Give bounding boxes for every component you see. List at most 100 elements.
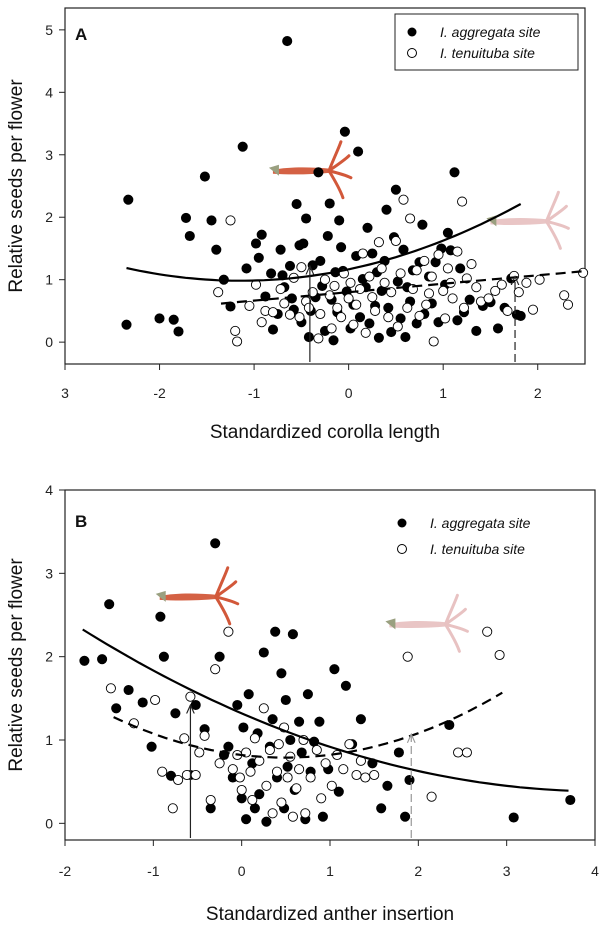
data-point-aggregata bbox=[111, 703, 122, 714]
data-point-tenuituba bbox=[513, 287, 524, 298]
flower-tube bbox=[159, 593, 218, 601]
data-point-aggregata bbox=[417, 219, 428, 230]
orange-red-tubular-flower-icon bbox=[155, 566, 240, 626]
data-point-tenuituba bbox=[351, 769, 362, 781]
data-point-tenuituba bbox=[234, 772, 245, 783]
data-point-aggregata bbox=[190, 699, 201, 711]
flower-lobes bbox=[544, 190, 570, 250]
data-point-tenuituba bbox=[213, 287, 224, 298]
data-point-tenuituba bbox=[223, 626, 234, 637]
y-axis-title-b: Relative seeds per flower bbox=[6, 558, 27, 772]
data-point-tenuituba bbox=[453, 747, 464, 758]
data-point-tenuituba bbox=[471, 282, 482, 293]
data-point-aggregata bbox=[315, 255, 326, 266]
legend-marker-open bbox=[397, 544, 407, 554]
data-point-tenuituba bbox=[457, 196, 468, 207]
x-tick-label: -2 bbox=[59, 863, 72, 879]
data-point-aggregata bbox=[173, 326, 184, 337]
flower-tube bbox=[389, 620, 448, 628]
data-point-aggregata bbox=[298, 238, 309, 249]
data-point-tenuituba bbox=[405, 213, 416, 224]
data-point-tenuituba bbox=[316, 793, 327, 804]
data-point-tenuituba bbox=[402, 651, 413, 662]
data-point-aggregata bbox=[232, 699, 243, 711]
data-point-tenuituba bbox=[338, 764, 349, 775]
data-point-aggregata bbox=[400, 811, 411, 822]
data-point-aggregata bbox=[137, 697, 148, 708]
data-point-tenuituba bbox=[313, 333, 324, 344]
legend-marker-open bbox=[407, 48, 417, 58]
data-point-tenuituba bbox=[373, 237, 384, 248]
data-point-aggregata bbox=[336, 242, 347, 253]
data-point-tenuituba bbox=[167, 803, 178, 814]
panel-label-a: A bbox=[75, 25, 87, 44]
data-point-aggregata bbox=[205, 803, 216, 814]
data-point-aggregata bbox=[223, 741, 234, 752]
data-point-tenuituba bbox=[490, 285, 501, 296]
data-point-tenuituba bbox=[273, 739, 284, 750]
data-point-tenuituba bbox=[324, 290, 335, 301]
data-point-tenuituba bbox=[447, 293, 458, 304]
data-point-aggregata bbox=[250, 238, 262, 249]
legend-label-tenuituba: I. tenuituba site bbox=[440, 45, 535, 61]
data-point-aggregata bbox=[282, 761, 293, 772]
data-point-tenuituba bbox=[247, 794, 258, 806]
data-point-tenuituba bbox=[414, 310, 425, 321]
data-point-aggregata bbox=[237, 141, 248, 152]
data-point-tenuituba bbox=[205, 794, 216, 806]
data-point-aggregata bbox=[206, 215, 217, 226]
y-axis-title-a: Relative seeds per flower bbox=[6, 79, 27, 293]
data-point-tenuituba bbox=[291, 783, 302, 794]
data-point-aggregata bbox=[121, 319, 132, 330]
data-point-aggregata bbox=[373, 332, 384, 343]
data-point-tenuituba bbox=[390, 235, 401, 247]
data-point-aggregata bbox=[199, 171, 210, 182]
data-point-tenuituba bbox=[267, 307, 279, 318]
legend-marker-filled bbox=[397, 518, 407, 528]
data-point-aggregata bbox=[210, 538, 221, 549]
optimum-arrows-b bbox=[190, 705, 411, 838]
data-point-tenuituba bbox=[287, 811, 298, 822]
data-point-tenuituba bbox=[357, 248, 368, 259]
scatter-points-a bbox=[121, 36, 589, 347]
data-point-aggregata bbox=[238, 722, 249, 733]
x-tick-label: 1 bbox=[326, 863, 334, 879]
x-tick-label: 2 bbox=[414, 863, 422, 879]
data-point-aggregata bbox=[382, 780, 393, 791]
data-point-tenuituba bbox=[179, 733, 190, 744]
fit-curves-b bbox=[82, 628, 569, 792]
data-point-tenuituba bbox=[496, 279, 507, 290]
data-point-tenuituba bbox=[225, 215, 236, 226]
data-point-aggregata bbox=[364, 318, 375, 329]
pale-pink-tubular-flower-icon bbox=[486, 190, 570, 250]
data-point-tenuituba bbox=[296, 262, 307, 273]
data-point-tenuituba bbox=[194, 747, 205, 758]
x-axis-a: 3 -2 -1 0 1 2 bbox=[61, 364, 542, 401]
data-point-aggregata bbox=[79, 655, 90, 666]
data-point-aggregata bbox=[565, 794, 576, 806]
data-point-tenuituba bbox=[440, 313, 451, 324]
data-point-tenuituba bbox=[379, 277, 390, 288]
data-point-tenuituba bbox=[482, 626, 493, 637]
data-point-aggregata bbox=[180, 212, 192, 223]
data-point-tenuituba bbox=[428, 336, 439, 347]
panel-label-b: B bbox=[75, 512, 87, 531]
data-point-tenuituba bbox=[419, 255, 430, 266]
data-point-tenuituba bbox=[284, 309, 296, 320]
data-point-tenuituba bbox=[279, 298, 290, 309]
data-point-aggregata bbox=[390, 184, 401, 195]
data-point-aggregata bbox=[367, 248, 378, 259]
data-point-aggregata bbox=[243, 689, 254, 700]
data-point-tenuituba bbox=[370, 305, 381, 316]
data-point-tenuituba bbox=[426, 271, 437, 282]
data-point-tenuituba bbox=[173, 774, 184, 786]
data-point-tenuituba bbox=[458, 302, 470, 313]
flower-calyx bbox=[155, 590, 166, 602]
data-point-tenuituba bbox=[275, 284, 286, 295]
data-point-aggregata bbox=[340, 680, 351, 691]
x-tick-label: 3 bbox=[503, 863, 511, 879]
data-point-tenuituba bbox=[244, 300, 255, 311]
data-point-aggregata bbox=[267, 324, 279, 335]
data-point-aggregata bbox=[266, 268, 277, 279]
